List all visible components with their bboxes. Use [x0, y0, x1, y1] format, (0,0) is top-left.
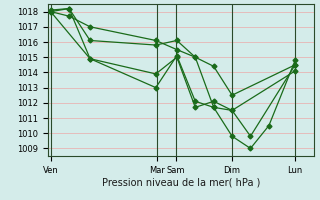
X-axis label: Pression niveau de la mer( hPa ): Pression niveau de la mer( hPa )	[102, 178, 260, 188]
